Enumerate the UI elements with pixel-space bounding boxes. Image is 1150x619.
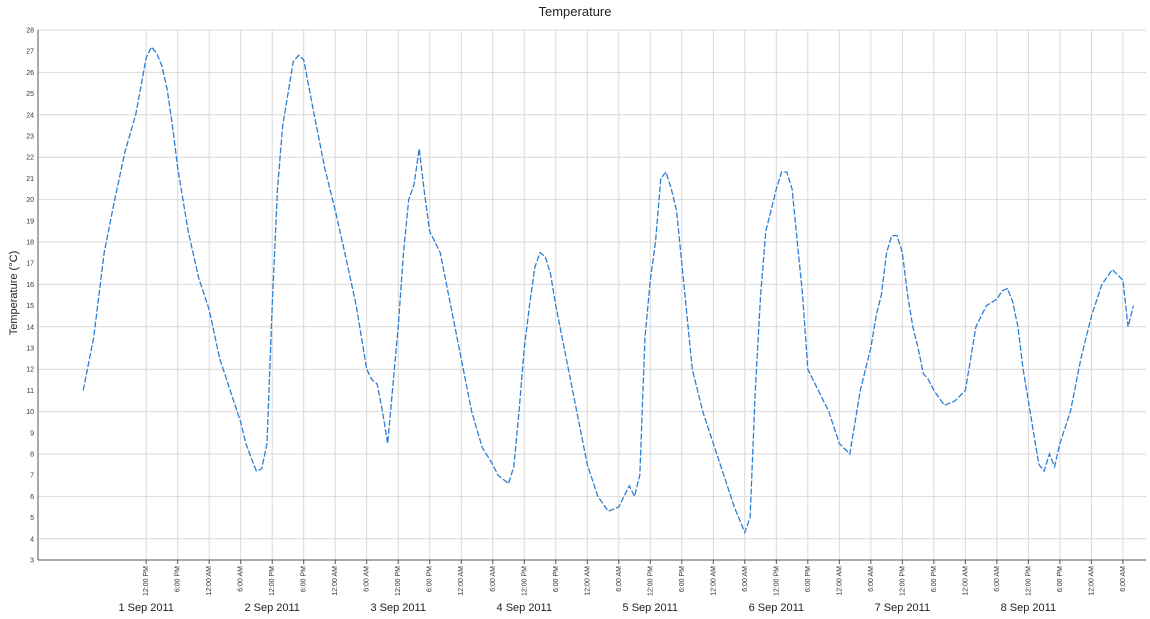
y-tick-label: 6 [30, 494, 34, 501]
temperature-series-line [82, 45, 1135, 535]
x-tick-label: 12:00 AM [458, 566, 465, 596]
x-tick-label: 6:00 PM [301, 566, 308, 592]
x-tick-label: 6:00 PM [553, 566, 560, 592]
x-day-label: 1 Sep 2011 [118, 602, 173, 614]
x-tick-label: 12:00 AM [206, 566, 213, 596]
x-tick-labels: 12:00 PM 6:00 PM 12:00 AM 6:00 AM 12:00 PM 6:… [143, 566, 1127, 596]
y-tick-label: 25 [26, 91, 34, 98]
x-day-label: 7 Sep 2011 [875, 602, 930, 614]
x-tick-label: 6:00 AM [238, 566, 245, 592]
axes [37, 30, 1146, 564]
x-tick-label: 6:00 PM [427, 566, 434, 592]
y-tick-label: 14 [26, 324, 34, 331]
x-day-label: 4 Sep 2011 [497, 602, 552, 614]
x-tick-label: 12:00 PM [521, 566, 528, 596]
y-tick-label: 12 [26, 367, 34, 374]
y-tick-label: 24 [26, 112, 34, 119]
y-tick-label: 17 [26, 261, 34, 268]
x-day-label: 2 Sep 2011 [244, 602, 299, 614]
y-tick-labels: 3 4 5 6 7 8 9 10 11 12 13 14 15 16 17 18 19 20 21 22 23 24 25 2… [26, 28, 34, 565]
y-tick-label: 11 [27, 388, 34, 395]
y-tick-label: 13 [26, 346, 34, 353]
y-tick-label: 9 [30, 430, 34, 437]
x-day-label: 6 Sep 2011 [749, 602, 804, 614]
y-tick-label: 15 [26, 303, 34, 310]
y-tick-label: 18 [26, 240, 34, 247]
y-tick-label: 28 [26, 28, 34, 35]
x-tick-label: 12:00 AM [332, 566, 339, 596]
y-tick-label: 5 [30, 515, 34, 522]
y-tick-label: 22 [26, 155, 34, 162]
x-tick-label: 12:00 PM [1025, 566, 1032, 596]
x-tick-label: 6:00 PM [679, 566, 686, 592]
x-tick-label: 12:00 PM [269, 566, 276, 596]
x-day-labels: 1 Sep 2011 2 Sep 2011 3 Sep 2011 4 Sep 2011… [118, 602, 1056, 614]
x-tick-label: 12:00 AM [1088, 566, 1095, 596]
x-tick-label: 12:00 AM [836, 566, 843, 596]
x-tick-label: 6:00 AM [868, 566, 875, 592]
x-tick-label: 6:00 PM [931, 566, 938, 592]
x-tick-label: 6:00 AM [364, 566, 371, 592]
x-day-label: 5 Sep 2011 [623, 602, 678, 614]
x-tick-label: 12:00 PM [647, 566, 654, 596]
grid-lines [38, 29, 1146, 560]
x-tick-label: 6:00 AM [994, 566, 1001, 592]
x-tick-label: 12:00 AM [584, 566, 591, 596]
y-tick-label: 10 [26, 409, 34, 416]
y-tick-label: 19 [26, 218, 34, 225]
x-tick-label: 12:00 AM [962, 566, 969, 596]
x-tick-label: 6:00 AM [616, 566, 623, 592]
x-tick-label: 12:00 PM [395, 566, 402, 596]
y-tick-label: 4 [30, 536, 34, 543]
y-tick-label: 26 [26, 70, 34, 77]
x-tick-label: 6:00 PM [1057, 566, 1064, 592]
x-tick-label: 6:00 PM [175, 566, 182, 592]
y-tick-label: 27 [26, 49, 34, 56]
series-layer [82, 45, 1135, 535]
x-tick-label: 12:00 PM [899, 566, 906, 596]
x-day-label: 8 Sep 2011 [1001, 602, 1056, 614]
chart-title: Temperature [538, 4, 612, 19]
x-tick-label: 12:00 PM [143, 566, 150, 596]
y-tick-label: 3 [30, 558, 34, 565]
x-tick-label: 6:00 AM [1120, 566, 1127, 592]
x-day-label: 3 Sep 2011 [370, 602, 425, 614]
x-tick-label: 12:00 PM [773, 566, 780, 596]
y-tick-label: 16 [26, 282, 34, 289]
y-tick-label: 20 [26, 197, 34, 204]
x-tick-label: 12:00 AM [710, 566, 717, 596]
y-tick-label: 23 [26, 134, 34, 141]
y-tick-label: 8 [30, 452, 34, 459]
x-tick-label: 6:00 PM [805, 566, 812, 592]
y-tick-label: 7 [30, 473, 34, 480]
x-tick-label: 6:00 AM [742, 566, 749, 592]
y-tick-label: 21 [26, 176, 34, 183]
x-tick-label: 6:00 AM [490, 566, 497, 592]
